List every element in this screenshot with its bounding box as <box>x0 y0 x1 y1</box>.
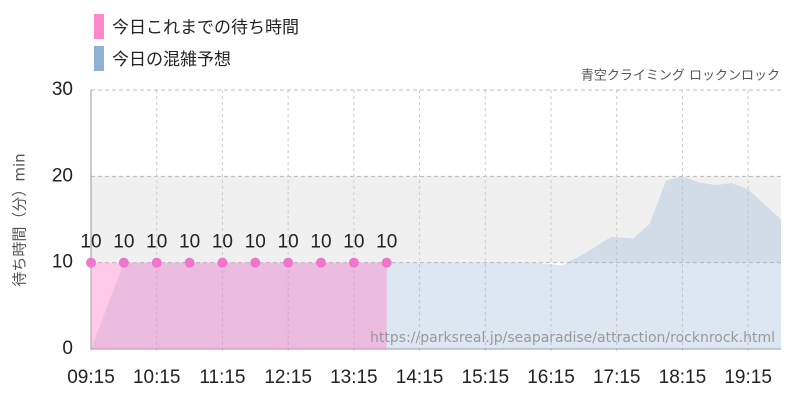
legend-label: 今日の混雑予想 <box>112 50 231 70</box>
y-tick-label: 0 <box>62 338 73 359</box>
y-axis-label: 待ち時間（分）min <box>11 153 29 286</box>
chart-subtitle: 青空クライミング ロックンロック <box>581 69 780 84</box>
x-tick-label: 19:15 <box>724 367 772 388</box>
point <box>184 257 195 268</box>
point <box>151 257 162 268</box>
value-label: 10 <box>278 232 299 253</box>
value-label: 10 <box>376 232 397 253</box>
legend-label: 今日これまでの待ち時間 <box>112 18 299 38</box>
shaded-band <box>91 176 781 263</box>
point <box>86 257 96 268</box>
value-label: 10 <box>245 232 266 253</box>
value-label: 10 <box>146 232 167 253</box>
x-tick-label: 12:15 <box>264 367 312 388</box>
point <box>316 257 326 268</box>
value-label: 10 <box>212 232 233 253</box>
point <box>250 257 261 268</box>
point <box>348 257 359 268</box>
y-tick-label: 30 <box>52 79 73 100</box>
area <box>91 176 781 349</box>
x-tick-label: 17:15 <box>593 367 641 388</box>
x-tick-label: 15:15 <box>462 367 510 388</box>
x-tick-label: 10:15 <box>133 367 181 388</box>
watermark: https://parksreal.jp/seaparadise/attract… <box>370 330 775 346</box>
point <box>381 257 392 268</box>
x-tick-label: 18:15 <box>659 367 707 388</box>
value-label: 10 <box>113 232 134 253</box>
x-tick-label: 11:15 <box>199 367 245 388</box>
point <box>283 257 294 268</box>
value-label: 10 <box>343 232 364 253</box>
value-label: 10 <box>179 232 200 253</box>
x-tick-label: 16:15 <box>527 367 575 388</box>
value-label: 10 <box>310 232 331 253</box>
point <box>217 257 228 268</box>
area <box>91 262 387 349</box>
y-tick-label: 20 <box>52 165 73 186</box>
x-tick-label: 13:15 <box>330 367 378 388</box>
legend-swatch <box>94 46 104 71</box>
x-tick-label: 14:15 <box>396 367 444 388</box>
legend-swatch <box>94 14 104 39</box>
value-label: 10 <box>80 232 101 253</box>
y-tick-label: 10 <box>52 252 73 273</box>
x-tick-label: 09:15 <box>67 367 115 388</box>
point <box>118 257 129 268</box>
